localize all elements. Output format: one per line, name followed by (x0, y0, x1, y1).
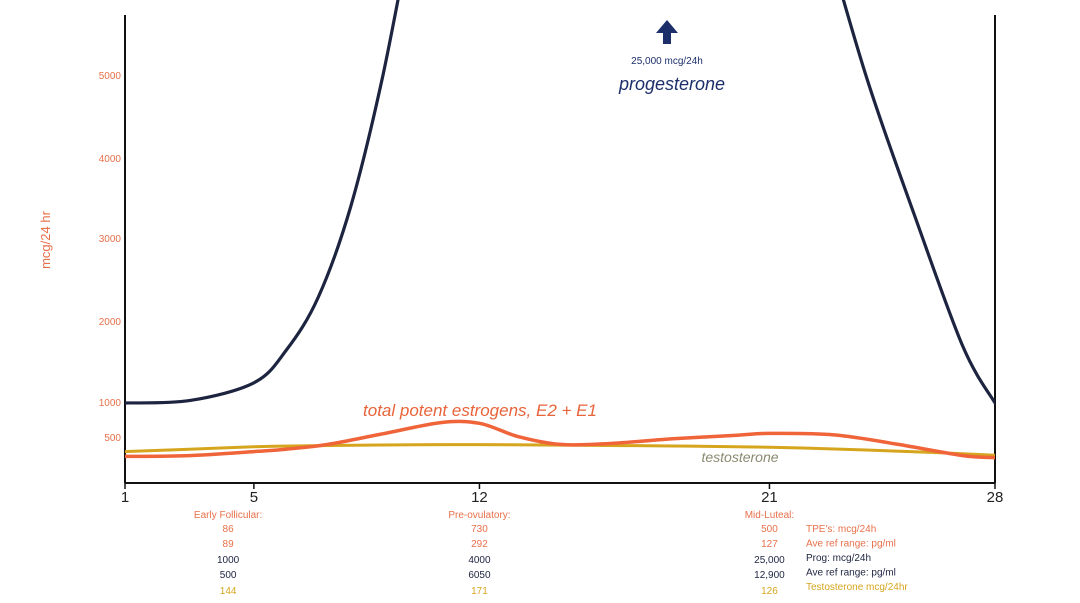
table-cell: 1000 (217, 555, 240, 566)
table-column-header: Early Follicular: (194, 510, 262, 521)
table-column-header: Pre-ovulatory: (448, 510, 510, 521)
y-tick-label: 4000 (99, 154, 122, 165)
table-legend-item: TPE's: mcg/24h (806, 524, 876, 535)
x-tick-label: 1 (121, 489, 129, 506)
table-cell: 126 (761, 586, 778, 597)
table-legend-item: Ave ref range: pg/ml (806, 568, 896, 579)
estrogen-label: total potent estrogens, E2 + E1 (363, 401, 597, 420)
series-line-progesterone (841, 0, 995, 405)
y-tick-label: 3000 (99, 234, 122, 245)
up-arrow-icon (656, 20, 678, 44)
table-cell: 171 (471, 586, 488, 597)
table-legend-item: Testosterone mcg/24hr (806, 582, 908, 593)
axes: 5000 4000 3000 2000 1000 500 1 5 12 21 28 (99, 15, 1004, 506)
table-legend-item: Prog: mcg/24h (806, 553, 871, 564)
y-tick-label: 1000 (99, 398, 122, 409)
table-cell: 86 (223, 524, 235, 535)
series-lines (125, 0, 995, 460)
table-cell: 500 (220, 570, 237, 581)
x-tick-label: 12 (471, 489, 488, 506)
y-tick-label: 500 (104, 433, 121, 444)
table-cell: 500 (761, 524, 778, 535)
annotations: mcg/24 hr 25,000 mcg/24h progesterone to… (38, 20, 779, 465)
y-tick-label: 5000 (99, 71, 122, 82)
phase-table: Early Follicular: 86 89 1000 500 144 Pre-ovula… (194, 510, 908, 597)
x-tick-label: 21 (761, 489, 778, 506)
progesterone-label: progesterone (618, 74, 725, 94)
series-line-total-potent-estrogens-e2-e1 (125, 419, 995, 460)
table-cell: 6050 (468, 570, 491, 581)
x-tick-label: 5 (250, 489, 258, 506)
progesterone-value-label: 25,000 mcg/24h (631, 56, 703, 67)
table-cell: 730 (471, 524, 488, 535)
table-cell: 292 (471, 539, 488, 550)
y-tick-label: 2000 (99, 317, 122, 328)
table-cell: 4000 (468, 555, 491, 566)
table-cell: 89 (223, 539, 235, 550)
testosterone-label: testosterone (701, 449, 778, 465)
series-line-progesterone (125, 0, 400, 405)
table-cell: 12,900 (754, 570, 785, 581)
series-line-testosterone (125, 443, 995, 457)
table-cell: 25,000 (754, 555, 785, 566)
table-column-header: Mid-Luteal: (745, 510, 794, 521)
x-tick-label: 28 (987, 489, 1004, 506)
y-axis-label: mcg/24 hr (38, 210, 53, 268)
table-cell: 127 (761, 539, 778, 550)
table-legend-item: Ave ref range: pg/ml (806, 539, 896, 550)
table-cell: 144 (220, 586, 237, 597)
